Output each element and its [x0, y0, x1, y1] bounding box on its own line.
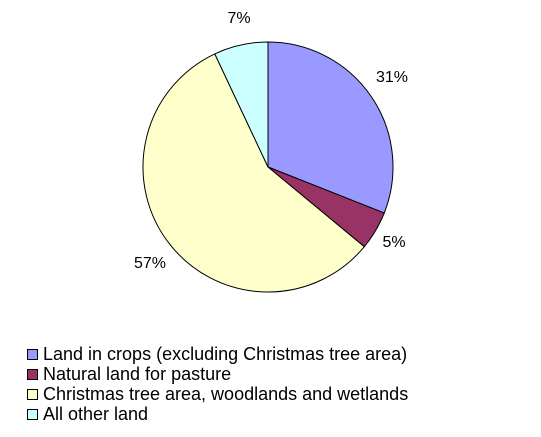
data-label-crops: 31% [376, 69, 408, 86]
pie-slice-other [214, 41, 269, 168]
pie-slice-woodlands [142, 53, 366, 293]
legend-label: Land in crops (excluding Christmas tree … [43, 344, 408, 364]
legend-item: All other land [27, 404, 408, 424]
data-label-other: 7% [227, 10, 250, 27]
legend-item: Land in crops (excluding Christmas tree … [27, 344, 408, 364]
legend-swatch-woodlands [27, 388, 38, 400]
data-label-pasture: 5% [382, 234, 405, 251]
pie-slices [142, 41, 394, 293]
legend-label: Christmas tree area, woodlands and wetla… [43, 384, 409, 404]
legend-swatch-pasture [27, 368, 38, 380]
pie-labels: 31% 5% 57% 7% [134, 10, 408, 272]
legend-swatch-crops [27, 348, 38, 360]
pie-chart: 31% 5% 57% 7% [134, 10, 408, 293]
legend-item: Christmas tree area, woodlands and wetla… [27, 384, 408, 404]
legend-label: Natural land for pasture [43, 364, 232, 384]
pie-slice-crops [267, 41, 394, 214]
legend-item: Natural land for pasture [27, 364, 408, 384]
legend-swatch-other [27, 408, 38, 420]
data-label-woodlands: 57% [134, 255, 166, 272]
legend-label: All other land [43, 404, 149, 424]
legend: Land in crops (excluding Christmas tree … [27, 344, 408, 424]
